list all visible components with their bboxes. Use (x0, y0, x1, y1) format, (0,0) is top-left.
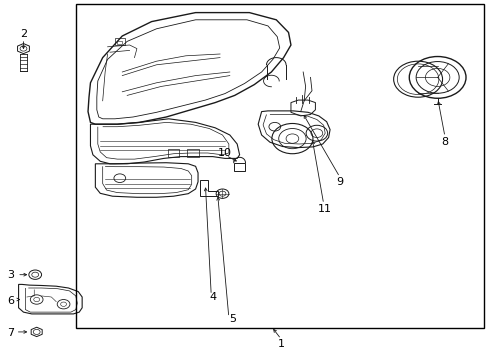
Text: 5: 5 (228, 314, 235, 324)
Bar (76, 4, 483, 328)
Text: 3: 3 (7, 270, 14, 280)
Text: 11: 11 (318, 204, 331, 214)
Text: 10: 10 (218, 148, 231, 158)
Text: 8: 8 (441, 137, 447, 147)
Text: 1: 1 (277, 339, 284, 349)
Text: 7: 7 (7, 328, 14, 338)
Text: 2: 2 (20, 29, 27, 39)
Text: 9: 9 (336, 177, 343, 187)
Text: 4: 4 (209, 292, 216, 302)
Text: 6: 6 (7, 296, 14, 306)
